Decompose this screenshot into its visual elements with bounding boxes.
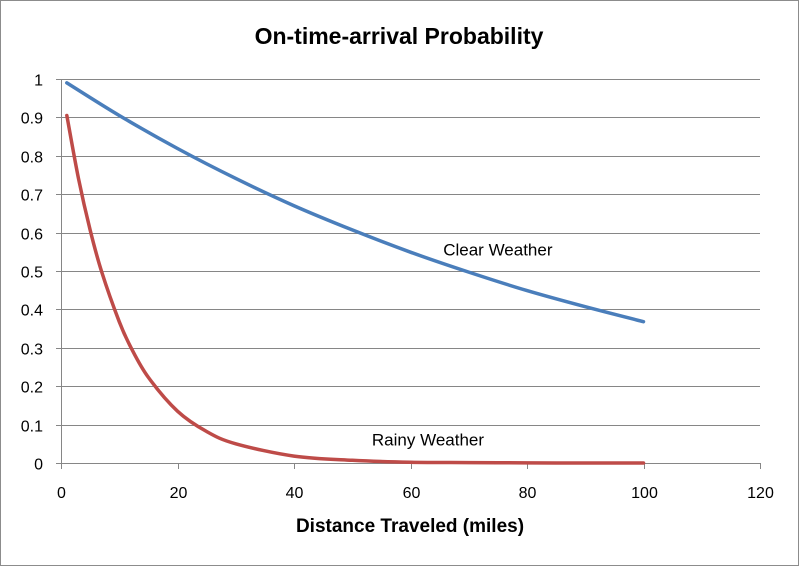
series-line-clear-weather — [65, 81, 646, 324]
axes: 0 0.1 0.2 0.3 0.4 0.5 0.6 0.7 0.8 0.9 1 0 20 40 60 80 10… — [21, 73, 774, 503]
y-tick-label: 0.1 — [21, 419, 43, 436]
annotations: Clear Weather Rainy Weather — [372, 241, 553, 450]
x-tick-label: 40 — [286, 485, 304, 502]
y-tick-label: 0.7 — [21, 188, 43, 205]
x-tick-label: 80 — [519, 485, 537, 502]
y-tick-label: 0.9 — [21, 111, 43, 128]
y-tick-label: 0.3 — [21, 342, 43, 359]
y-tick-label: 1 — [34, 73, 43, 90]
y-tick-label: 0.4 — [21, 303, 43, 320]
series-line-rainy-weather — [65, 113, 646, 465]
x-tick-label: 120 — [747, 485, 774, 502]
x-tick-label: 60 — [403, 485, 421, 502]
x-tick-label: 0 — [57, 485, 66, 502]
x-tick-label: 20 — [170, 485, 188, 502]
y-tick-label: 0.2 — [21, 380, 43, 397]
x-tick-label: 100 — [631, 485, 658, 502]
y-tick-label: 0.5 — [21, 265, 43, 282]
annotation-label: Clear Weather — [443, 241, 553, 260]
y-tick-label: 0.6 — [21, 227, 43, 244]
gridlines — [61, 79, 760, 426]
y-tick-label: 0.8 — [21, 150, 43, 167]
y-tick-label: 0 — [34, 457, 43, 474]
chart-title: On-time-arrival Probability — [255, 23, 544, 49]
annotation-label: Rainy Weather — [372, 431, 484, 450]
series-lines — [65, 81, 646, 465]
x-axis-label: Distance Traveled (miles) — [296, 516, 524, 537]
